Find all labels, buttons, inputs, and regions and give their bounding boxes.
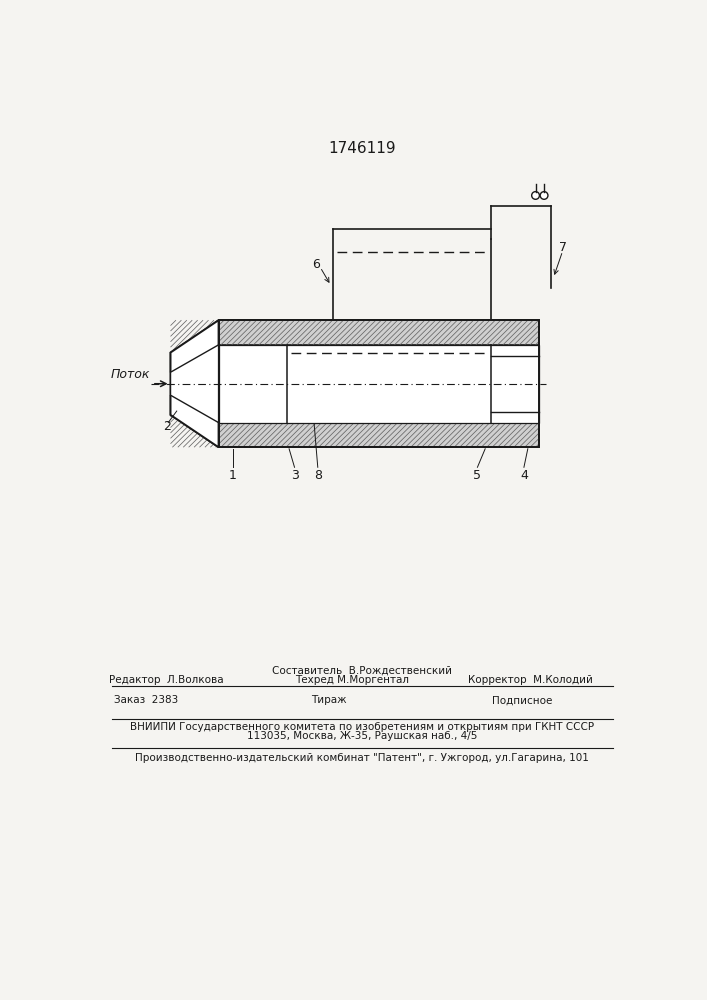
- Text: Тираж: Тираж: [311, 695, 346, 705]
- Text: 8: 8: [314, 469, 322, 482]
- Polygon shape: [170, 345, 218, 423]
- Polygon shape: [218, 423, 539, 447]
- Polygon shape: [170, 395, 218, 447]
- Text: 4: 4: [520, 469, 528, 482]
- Text: Техред М.Моргентал: Техред М.Моргентал: [295, 675, 409, 685]
- Text: 3: 3: [291, 469, 298, 482]
- Text: 1746119: 1746119: [328, 141, 396, 156]
- Circle shape: [532, 192, 539, 199]
- Text: Производственно-издательский комбинат "Патент", г. Ужгород, ул.Гагарина, 101: Производственно-издательский комбинат "П…: [135, 753, 589, 763]
- Polygon shape: [170, 320, 218, 447]
- Text: Корректор  М.Колодий: Корректор М.Колодий: [468, 675, 592, 685]
- Text: Подписное: Подписное: [492, 695, 553, 705]
- Circle shape: [540, 192, 548, 199]
- Text: 7: 7: [559, 241, 567, 254]
- Polygon shape: [170, 320, 218, 372]
- Text: ВНИИПИ Государственного комитета по изобретениям и открытиям при ГКНТ СССР: ВНИИПИ Государственного комитета по изоб…: [130, 722, 594, 732]
- Text: 1: 1: [228, 469, 236, 482]
- Text: 6: 6: [312, 258, 320, 271]
- Polygon shape: [218, 320, 539, 345]
- Text: Редактор  Л.Волкова: Редактор Л.Волкова: [109, 675, 223, 685]
- Text: Заказ  2383: Заказ 2383: [115, 695, 179, 705]
- Text: Поток: Поток: [110, 368, 150, 381]
- Text: 113035, Москва, Ж-35, Раушская наб., 4/5: 113035, Москва, Ж-35, Раушская наб., 4/5: [247, 731, 477, 741]
- Text: 5: 5: [474, 469, 481, 482]
- Polygon shape: [218, 345, 539, 423]
- Text: 2: 2: [163, 420, 170, 433]
- Text: Составитель  В.Рождественский: Составитель В.Рождественский: [272, 666, 452, 676]
